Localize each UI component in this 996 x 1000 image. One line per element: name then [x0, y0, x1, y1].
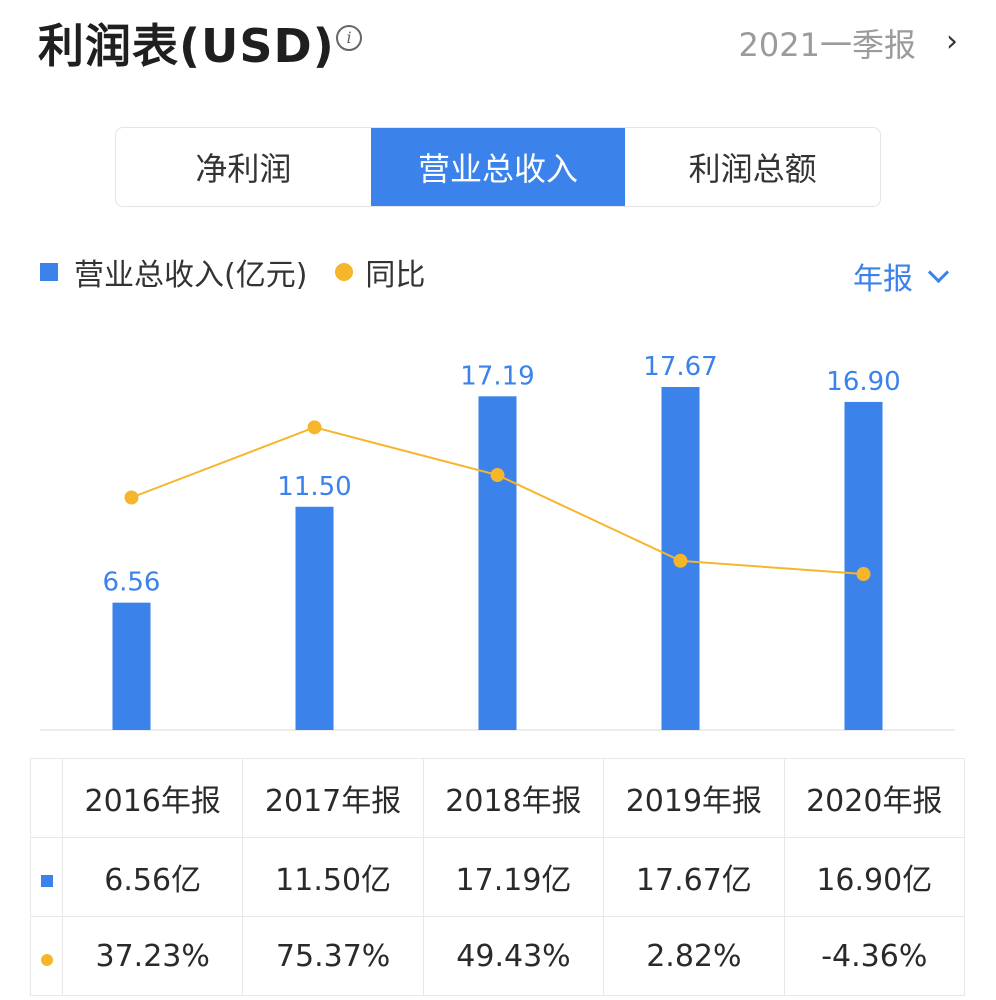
yoy-cell: 49.43%	[422, 916, 605, 996]
revenue-bar	[112, 602, 151, 730]
table-row-revenue: 6.56亿 11.50亿 17.19亿 17.67亿 16.90亿	[30, 837, 966, 917]
revenue-cell: 17.19亿	[422, 837, 605, 917]
revenue-cell: 11.50亿	[242, 837, 424, 917]
period-type-label: 年报	[853, 262, 913, 297]
revenue-data-label: 17.19	[460, 361, 534, 391]
report-period[interactable]: 2021一季报	[738, 26, 916, 64]
tab-total-profit[interactable]: 利润总额	[688, 150, 817, 188]
yoy-point	[307, 420, 322, 435]
tab-total-revenue[interactable]: 营业总收入	[370, 128, 626, 206]
yoy-legend-label: 同比	[365, 258, 426, 293]
yoy-row-marker	[30, 916, 63, 996]
yoy-cell: 37.23%	[61, 916, 244, 996]
period-type-select[interactable]: 年报	[853, 254, 950, 298]
revenue-cell: 6.56亿	[61, 837, 244, 917]
revenue-bar	[295, 506, 334, 730]
yoy-point	[490, 468, 505, 483]
revenue-bar	[478, 396, 517, 730]
revenue-cell: 16.90亿	[783, 837, 966, 917]
chevron-right-icon[interactable]: ›	[946, 24, 958, 59]
page-title: 利润表(USD)	[38, 19, 335, 73]
yoy-point	[673, 553, 688, 568]
table-row-yoy: 37.23% 75.37% 49.43% 2.82% -4.36%	[30, 916, 966, 996]
revenue-data-label: 11.50	[277, 472, 351, 502]
table-corner-cell	[30, 758, 63, 838]
yoy-cell: 75.37%	[242, 916, 424, 996]
revenue-data-label: 6.56	[103, 568, 161, 598]
revenue-cell: 17.67亿	[603, 837, 785, 917]
data-table: 2016年报 2017年报 2018年报 2019年报 2020年报 6.56亿…	[30, 758, 966, 996]
table-header-cell: 2019年报	[603, 758, 785, 838]
table-header-cell: 2018年报	[422, 758, 605, 838]
revenue-bar	[844, 401, 883, 730]
revenue-legend-marker	[40, 263, 58, 281]
revenue-legend-label: 营业总收入(亿元)	[74, 258, 308, 293]
table-header-row: 2016年报 2017年报 2018年报 2019年报 2020年报	[30, 758, 966, 838]
revenue-data-label: 17.67	[643, 352, 717, 382]
table-header-cell: 2016年报	[61, 758, 244, 838]
tab-net-profit[interactable]: 净利润	[195, 150, 292, 188]
yoy-point	[124, 490, 139, 505]
chevron-down-icon	[927, 261, 950, 283]
header: 利润表(USD) i 2021一季报 ›	[0, 0, 996, 90]
chart-legend: 营业总收入(亿元) 同比	[40, 250, 425, 294]
revenue-chart: 6.56 11.50 17.19 17.67 16.90	[40, 352, 955, 731]
info-icon[interactable]: i	[336, 25, 362, 51]
revenue-row-marker	[30, 837, 63, 917]
yoy-cell: 2.82%	[603, 916, 785, 996]
metric-tabs: 净利润 营业总收入 利润总额	[115, 127, 881, 207]
revenue-data-label: 16.90	[826, 367, 900, 397]
yoy-legend-marker	[335, 263, 354, 281]
yoy-cell: -4.36%	[783, 916, 966, 996]
yoy-point	[856, 567, 871, 582]
table-header-cell: 2020年报	[783, 758, 966, 838]
table-header-cell: 2017年报	[242, 758, 424, 838]
